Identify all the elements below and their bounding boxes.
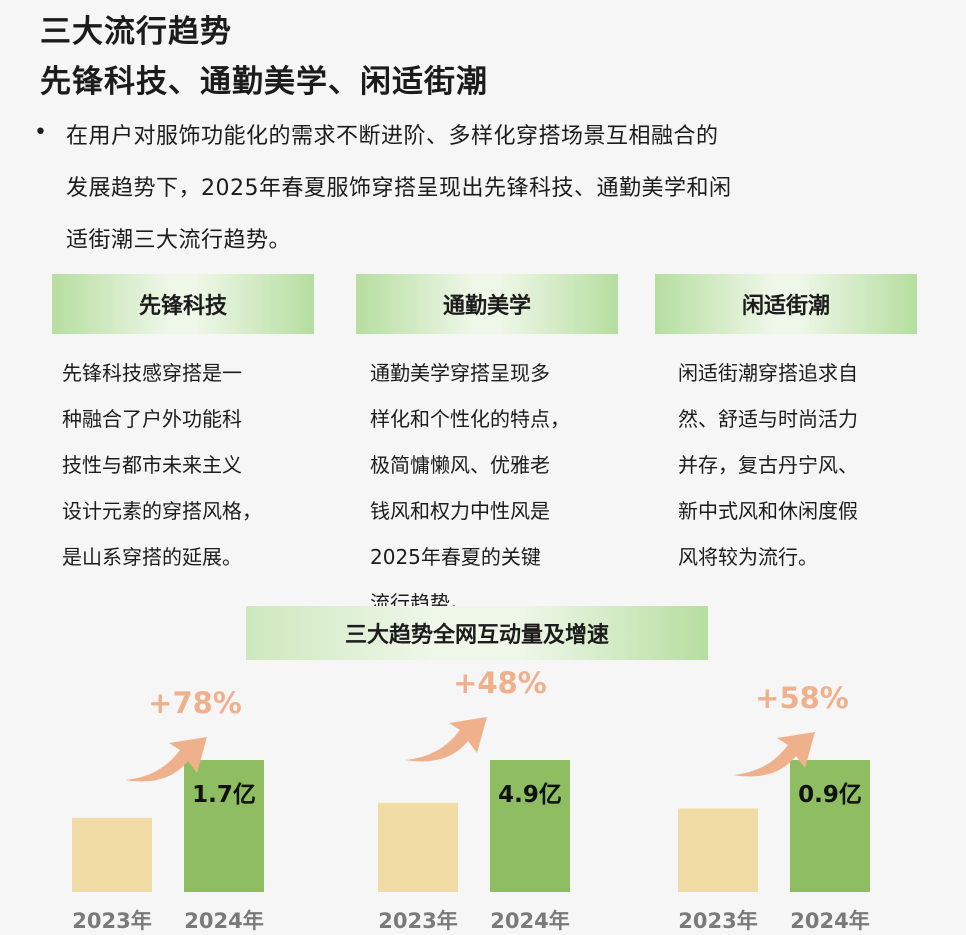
intro-text-line-2: 发展趋势下，2025年春夏服饰穿搭呈现出先锋科技、通勤美学和闲: [66, 176, 732, 201]
bar-2024年: [490, 760, 570, 892]
year-label: 2024年: [790, 909, 869, 933]
chart-group-1: 2023年 2024年 1.7亿 +78%: [72, 686, 264, 933]
bar-value-label: 1.7亿: [192, 782, 256, 808]
bar-2024年: [790, 760, 870, 892]
page-title-line-2: 先锋科技、通勤美学、闲适街潮: [40, 64, 488, 100]
bar-value-label: 4.9亿: [498, 782, 562, 808]
trend-desc-line: 先锋科技感穿搭是一: [62, 361, 242, 385]
trend-desc-line: 样化和个性化的特点，: [370, 407, 570, 431]
trend-desc-line: 2025年春夏的关键: [370, 545, 541, 569]
trend-desc-line: 是山系穿搭的延展。: [62, 545, 242, 569]
chart-group-3: 2023年 2024年 0.9亿 +58%: [678, 681, 870, 933]
trend-desc-line: 技性与都市未来主义: [62, 453, 242, 477]
trend-desc-line: 然、舒适与时尚活力: [678, 407, 858, 431]
growth-rate-label: +78%: [148, 686, 242, 720]
trend-desc-line: 种融合了户外功能科: [62, 407, 242, 431]
year-label: 2023年: [678, 909, 757, 933]
intro-text-line-3: 适街潮三大流行趋势。: [66, 228, 292, 253]
growth-rate-label: +48%: [453, 666, 547, 700]
bar-value-label: 0.9亿: [798, 782, 862, 808]
year-label: 2023年: [72, 909, 151, 933]
trend-desc-line: 通勤美学穿搭呈现多: [370, 361, 550, 385]
trend-desc-line: 新中式风和休闲度假: [678, 499, 858, 523]
bar-2023年: [72, 817, 152, 892]
growth-rate-label: +58%: [755, 681, 849, 715]
chart-section-title: 三大趋势全网互动量及增速: [246, 606, 708, 660]
trend-desc-tech: 先锋科技感穿搭是一 种融合了户外功能科 技性与都市未来主义 设计元素的穿搭风格，…: [62, 350, 262, 580]
trend-header-street: 闲适街潮: [655, 274, 917, 334]
chart-group-2: 2023年 2024年 4.9亿 +48%: [378, 666, 570, 933]
year-label: 2023年: [378, 909, 457, 933]
growth-arrow-icon: [733, 732, 815, 777]
growth-arrow-icon: [405, 717, 487, 762]
year-label: 2024年: [184, 909, 263, 933]
bar-2023年: [378, 802, 458, 892]
trend-desc-street: 闲适街潮穿搭追求自 然、舒适与时尚活力 并存，复古丹宁风、 新中式风和休闲度假 …: [678, 350, 858, 580]
intro-text-line-1: 在用户对服饰功能化的需求不断进阶、多样化穿搭场景互相融合的: [66, 124, 719, 149]
growth-arrow-icon: [125, 737, 207, 782]
page-title-line-1: 三大流行趋势: [40, 14, 232, 50]
year-label: 2024年: [490, 909, 569, 933]
trend-desc-commute: 通勤美学穿搭呈现多 样化和个性化的特点， 极简慵懒风、优雅老 钱风和权力中性风是…: [370, 350, 570, 626]
bar-2023年: [678, 808, 758, 892]
trend-header-tech: 先锋科技: [52, 274, 314, 334]
bullet-point: •: [34, 120, 47, 145]
trend-desc-line: 设计元素的穿搭风格，: [62, 499, 262, 523]
trend-header-commute: 通勤美学: [356, 274, 618, 334]
trend-desc-line: 闲适街潮穿搭追求自: [678, 361, 858, 385]
trend-desc-line: 极简慵懒风、优雅老: [370, 453, 550, 477]
bar-2024年: [184, 760, 264, 892]
trend-desc-line: 并存，复古丹宁风、: [678, 453, 858, 477]
trend-desc-line: 钱风和权力中性风是: [370, 499, 550, 523]
trend-desc-line: 风将较为流行。: [678, 545, 818, 569]
